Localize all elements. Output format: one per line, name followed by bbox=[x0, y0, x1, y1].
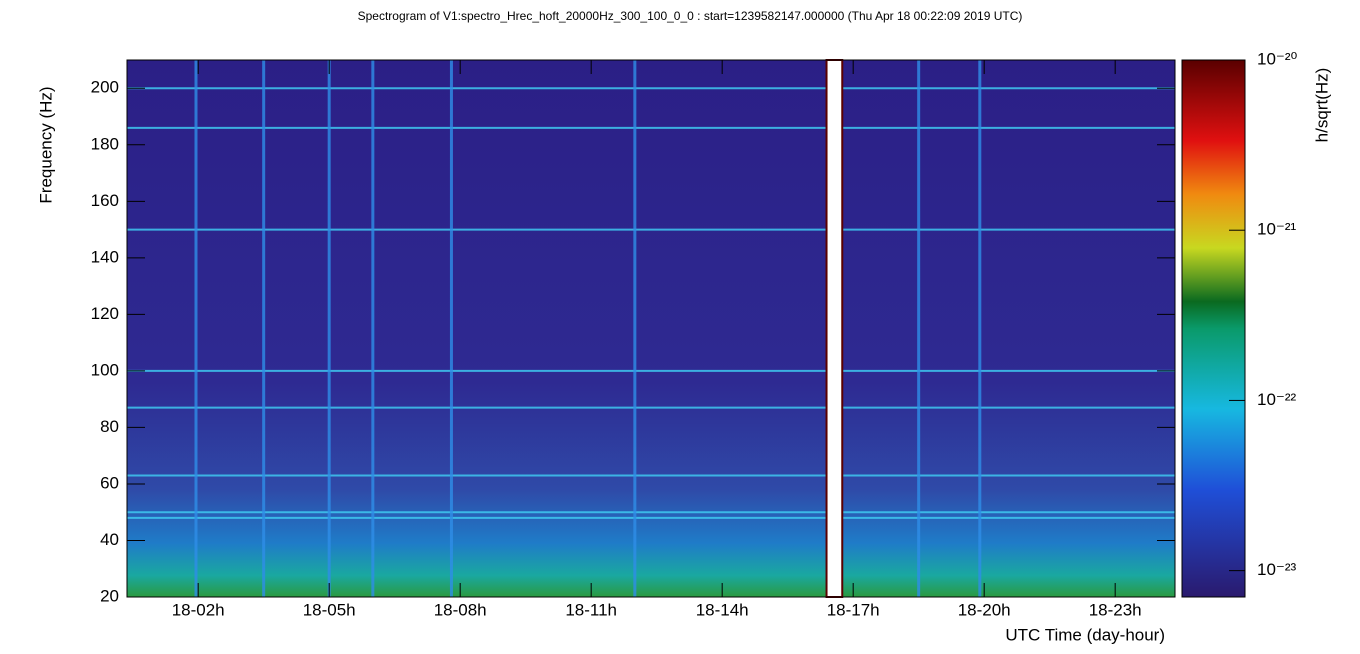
colorbar-tick-label: 10⁻²⁰ bbox=[1257, 49, 1298, 68]
colorbar bbox=[1181, 59, 1246, 598]
y-tick-label: 120 bbox=[91, 304, 119, 323]
y-tick-label: 80 bbox=[100, 417, 119, 436]
x-axis-label: UTC Time (day-hour) bbox=[1005, 625, 1165, 644]
x-tick-label: 18-23h bbox=[1089, 600, 1142, 619]
x-tick-label: 18-20h bbox=[958, 600, 1011, 619]
y-tick-label: 20 bbox=[100, 586, 119, 605]
y-tick-label: 140 bbox=[91, 247, 119, 266]
y-axis-label: Frequency (Hz) bbox=[36, 86, 55, 203]
colorbar-tick-label: 10⁻²³ bbox=[1257, 560, 1297, 579]
y-tick-label: 160 bbox=[91, 191, 119, 210]
chart-title: Spectrogram of V1:spectro_Hrec_hoft_2000… bbox=[358, 9, 1023, 23]
x-tick-label: 18-05h bbox=[303, 600, 356, 619]
plot-frame bbox=[126, 59, 1176, 598]
colorbar-label: h/sqrt(Hz) bbox=[1312, 68, 1331, 143]
colorbar-tick-label: 10⁻²¹ bbox=[1257, 220, 1297, 239]
data-gap bbox=[825, 59, 844, 598]
x-tick-label: 18-02h bbox=[172, 600, 225, 619]
y-tick-label: 180 bbox=[91, 134, 119, 153]
x-tick-label: 18-14h bbox=[696, 600, 749, 619]
y-tick-label: 100 bbox=[91, 360, 119, 379]
colorbar-tick-label: 10⁻²² bbox=[1257, 390, 1297, 409]
x-tick-label: 18-17h bbox=[827, 600, 880, 619]
x-tick-label: 18-08h bbox=[434, 600, 487, 619]
x-tick-label: 18-11h bbox=[565, 600, 617, 619]
plot-background bbox=[127, 60, 1175, 597]
y-tick-label: 40 bbox=[100, 530, 119, 549]
y-tick-label: 200 bbox=[91, 78, 119, 97]
y-tick-label: 60 bbox=[100, 473, 119, 492]
